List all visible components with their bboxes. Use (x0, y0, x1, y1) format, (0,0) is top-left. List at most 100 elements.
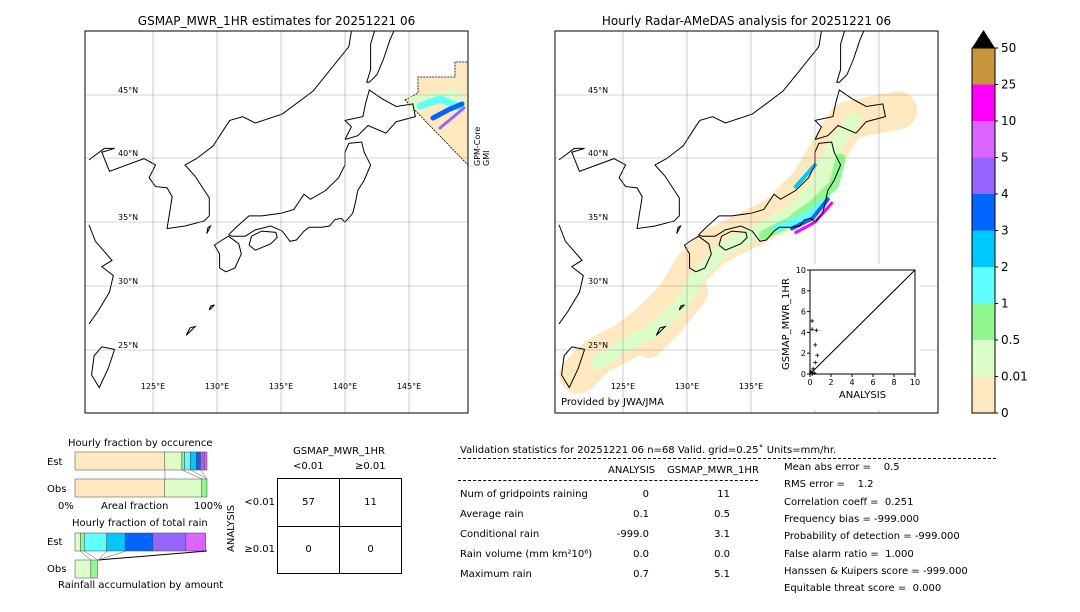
bar-segment (74, 532, 81, 552)
score-line: Correlation coeff = 0.251 (784, 496, 914, 508)
coastline (366, 31, 395, 83)
stat-gsmap: 3.1 (714, 529, 730, 540)
occ-x1: 100% (194, 501, 223, 512)
x-tick-label: 0 (807, 378, 812, 387)
bar-segment (181, 451, 185, 471)
bar-segment (164, 451, 183, 471)
bar-segment (83, 532, 107, 552)
score-line: False alarm ratio = 1.000 (784, 548, 914, 560)
bar-segment (196, 451, 201, 471)
bar-segment (201, 478, 208, 498)
lon-label: 125°E (611, 382, 635, 391)
colorbar-label: 4 (1001, 187, 1009, 201)
ct-col-2: ≥0.01 (355, 461, 386, 472)
col-analysis: ANALYSIS (608, 465, 656, 476)
coastline (248, 230, 278, 251)
stat-gsmap: 0.5 (714, 509, 730, 520)
colorbar: 0 0.01 0.5 1 2 3 4 5 10 25 50 (971, 30, 1028, 420)
ct-cell: 11 (364, 497, 377, 508)
rain-obs-bar (74, 559, 98, 579)
lat-label: 45°N (118, 86, 138, 95)
col-gsmap: GSMAP_MWR_1HR (667, 465, 759, 476)
ct-cell: 0 (305, 544, 312, 555)
ct-cell: 0 (367, 544, 374, 555)
lon-label: 135°E (269, 382, 293, 391)
colorbar-label: 0 (1001, 406, 1009, 420)
y-tick-label: 0 (801, 370, 806, 379)
one-to-one-line (809, 269, 916, 375)
divider (458, 480, 758, 481)
rain-band (793, 162, 817, 189)
colorbar-segment (972, 230, 995, 267)
connector-line (181, 469, 203, 480)
ct-row-title: ANALYSIS (226, 504, 237, 552)
colorbar-segment (972, 376, 995, 413)
colorbar-label: 0.5 (1001, 333, 1020, 347)
stat-label: Num of gridpoints raining (460, 489, 588, 500)
coastline (561, 346, 586, 389)
colorbar-segment (972, 267, 995, 304)
y-tick-label: 6 (801, 308, 806, 317)
coastline (208, 304, 215, 311)
connector-line (79, 550, 92, 561)
stat-gsmap: 0.0 (714, 549, 730, 560)
ct-row-2: ≥0.01 (244, 544, 275, 555)
colorbar-label: 3 (1001, 224, 1009, 238)
rain-est-bar (74, 532, 206, 552)
bar-segment (185, 532, 206, 552)
stat-analysis: 0.0 (633, 549, 649, 560)
lon-label: 135°E (739, 382, 763, 391)
stat-analysis: -999.0 (616, 529, 649, 540)
lat-label: 30°N (118, 277, 138, 286)
y-tick-label: 10 (796, 266, 806, 275)
score-line: Equitable threat score = 0.000 (784, 583, 942, 595)
rain-area (430, 101, 465, 121)
rain-obs-label: Obs (47, 564, 67, 575)
coastline (678, 304, 685, 311)
score-line: Mean abs error = 0.5 (784, 462, 900, 473)
x-tick-label: 6 (870, 378, 875, 387)
colorbar-segment (972, 121, 995, 158)
stat-label: Maximum rain (460, 569, 532, 580)
bar-segment (200, 451, 205, 471)
stat-analysis: 0.7 (633, 569, 649, 580)
credit-text: Provided by JWA/JMA (561, 397, 664, 408)
y-tick-label: 2 (801, 349, 806, 358)
bar-segment (190, 451, 197, 471)
coastline (836, 31, 865, 83)
x-tick-label: 8 (891, 378, 896, 387)
stat-label: Average rain (460, 509, 524, 520)
x-tick-label: 4 (849, 378, 854, 387)
coastline (655, 325, 667, 336)
rain-area (438, 106, 466, 130)
ct-col-title: GSMAP_MWR_1HR (293, 446, 385, 457)
coastline (698, 141, 842, 242)
occ-xlabel: Areal fraction (101, 501, 169, 512)
stat-analysis: 0.1 (633, 509, 649, 520)
occ-est-label: Est (47, 457, 63, 468)
coastline (558, 224, 584, 325)
coastline (343, 89, 416, 140)
stat-gsmap: 11 (717, 489, 730, 500)
colorbar-segment (972, 48, 995, 85)
scatter-point (812, 370, 817, 375)
rain-est-label: Est (47, 537, 63, 548)
stat-label: Conditional rain (460, 529, 540, 540)
coastline (558, 31, 822, 230)
contingency-table: 57 11 0 0 (277, 478, 402, 574)
scatter-point (810, 327, 815, 332)
scatter-point (815, 353, 820, 358)
connector-line (97, 550, 108, 561)
scatter-ylabel: GSMAP_MWR_1HR (781, 278, 792, 370)
lon-label: 130°E (205, 382, 229, 391)
bar-segment (90, 559, 98, 579)
score-line: RMS error = 1.2 (784, 479, 874, 491)
y-tick-label: 4 (801, 328, 806, 337)
divider (458, 458, 996, 459)
lon-label: 140°E (333, 382, 357, 391)
bar-segment (204, 451, 208, 471)
coastline (813, 89, 886, 140)
lat-label: 35°N (118, 213, 138, 222)
